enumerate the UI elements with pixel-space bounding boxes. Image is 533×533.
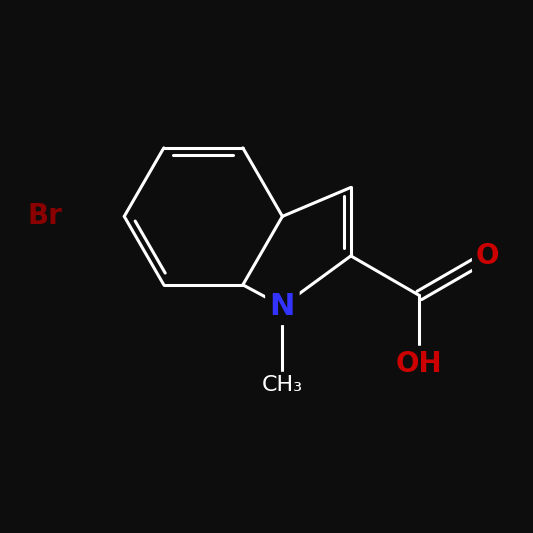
Text: OH: OH: [396, 350, 442, 378]
Text: Br: Br: [28, 203, 62, 230]
Text: N: N: [270, 292, 295, 320]
Text: CH₃: CH₃: [262, 375, 303, 395]
Text: O: O: [476, 242, 499, 270]
